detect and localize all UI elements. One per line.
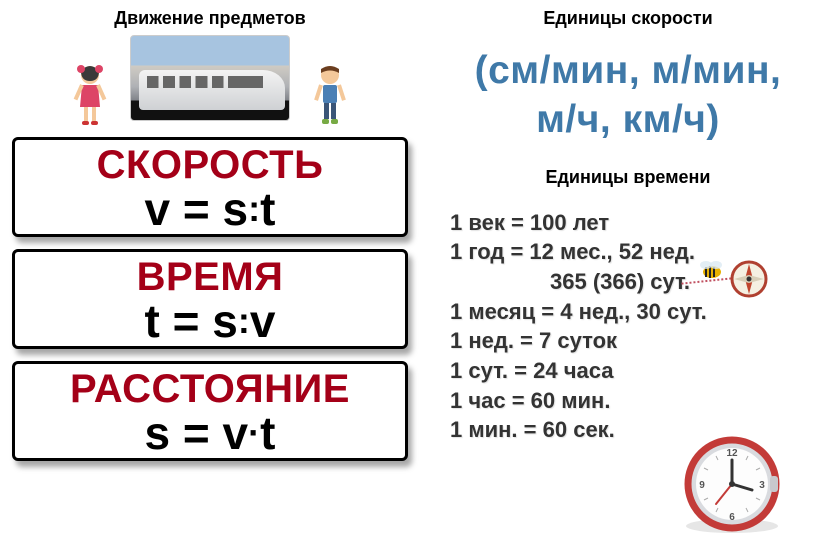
- bee-icon: [696, 260, 724, 280]
- clock-icon: 12 3 6 9: [676, 436, 788, 536]
- girl-icon: [66, 63, 114, 125]
- speed-units-title: Единицы скорости: [440, 8, 816, 29]
- compass-icon: [730, 260, 768, 298]
- distance-formula: s = v·t: [23, 410, 397, 456]
- train-body-icon: [139, 70, 285, 110]
- time-row-century: 1 век = 100 лет: [450, 208, 816, 238]
- time-row-week: 1 нед. = 7 суток: [450, 326, 816, 356]
- header-illustration: [50, 35, 370, 125]
- time-row-day: 1 сут. = 24 часа: [450, 356, 816, 386]
- speed-label: СКОРОСТЬ: [23, 144, 397, 186]
- speed-units-text: (см/мин, м/мин, м/ч, км/ч): [440, 47, 816, 145]
- svg-text:12: 12: [726, 448, 738, 459]
- train-icon: [130, 35, 290, 121]
- svg-text:3: 3: [759, 480, 765, 491]
- speed-formula: v = s:t: [23, 186, 397, 232]
- distance-label: РАССТОЯНИЕ: [23, 368, 397, 410]
- formula-cards: СКОРОСТЬ v = s:t ВРЕМЯ t = s:v РАССТОЯНИ…: [12, 137, 408, 461]
- boy-icon: [306, 63, 354, 125]
- left-title: Движение предметов: [0, 8, 420, 29]
- speed-card: СКОРОСТЬ v = s:t: [12, 137, 408, 237]
- time-row-month: 1 месяц = 4 нед., 30 сут.: [450, 297, 816, 327]
- train-windows-icon: [147, 76, 263, 88]
- time-formula: t = s:v: [23, 298, 397, 344]
- time-card: ВРЕМЯ t = s:v: [12, 249, 408, 349]
- time-label: ВРЕМЯ: [23, 256, 397, 298]
- speed-units-line1: (см/мин, м/мин,: [440, 47, 816, 96]
- time-units-list: 1 век = 100 лет 1 год = 12 мес., 52 нед.…: [440, 208, 816, 446]
- right-column: Единицы скорости (см/мин, м/мин, м/ч, км…: [420, 0, 816, 445]
- left-column: Движение предметов: [0, 0, 420, 461]
- time-units-title: Единицы времени: [440, 167, 816, 188]
- speed-units-line2: м/ч, км/ч): [440, 96, 816, 145]
- svg-text:6: 6: [729, 512, 735, 523]
- svg-text:9: 9: [699, 480, 705, 491]
- distance-card: РАССТОЯНИЕ s = v·t: [12, 361, 408, 461]
- time-row-hour: 1 час = 60 мин.: [450, 386, 816, 416]
